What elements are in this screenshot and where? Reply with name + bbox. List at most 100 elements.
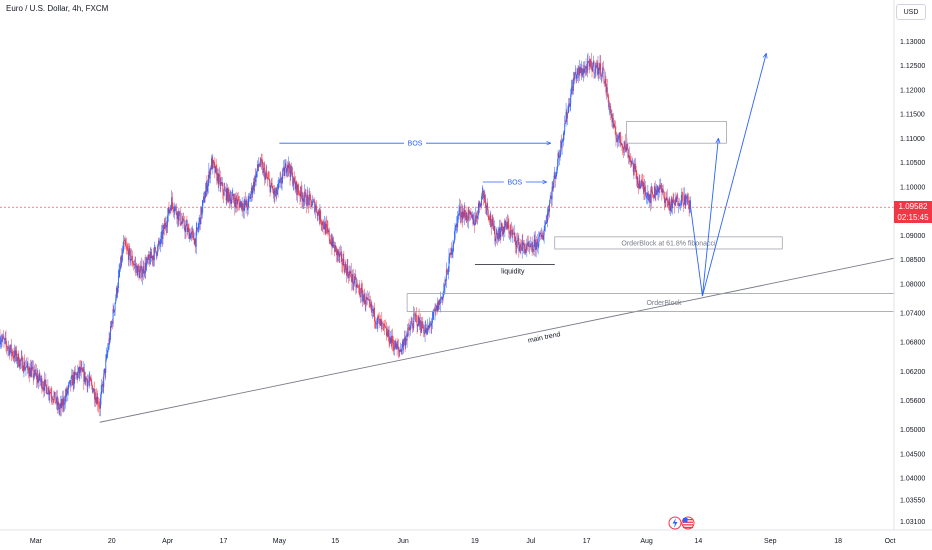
candle-body bbox=[143, 266, 145, 274]
candle-body bbox=[470, 212, 472, 215]
candle-body bbox=[248, 197, 250, 199]
candle-body bbox=[399, 351, 401, 353]
candle-body bbox=[262, 167, 264, 174]
candle-body bbox=[543, 235, 544, 240]
candle-body bbox=[244, 200, 246, 205]
candle-body bbox=[71, 374, 73, 378]
candle-body bbox=[475, 215, 477, 224]
candle-body bbox=[473, 219, 475, 224]
candle-body bbox=[172, 203, 174, 210]
flash-icon[interactable] bbox=[668, 516, 682, 530]
candle-body bbox=[304, 191, 306, 199]
candle-body bbox=[52, 397, 53, 400]
candle-body bbox=[96, 396, 97, 404]
time-tick-label: 15 bbox=[331, 538, 339, 545]
candle-body bbox=[351, 278, 353, 283]
currency-button[interactable]: USD bbox=[896, 4, 926, 20]
candle-body bbox=[94, 399, 96, 401]
candle-body bbox=[162, 230, 164, 239]
candle-body bbox=[283, 167, 285, 176]
orderblock-box bbox=[626, 120, 727, 144]
candle-body bbox=[410, 323, 412, 327]
candle-body bbox=[602, 67, 604, 70]
candle-body bbox=[556, 166, 558, 170]
candle-body bbox=[574, 73, 576, 80]
candle-body bbox=[38, 379, 40, 383]
time-tick-label: Sep bbox=[764, 538, 777, 545]
candle-body bbox=[432, 312, 434, 320]
event-icons[interactable] bbox=[668, 516, 700, 530]
candle-body bbox=[390, 337, 392, 343]
candle-body bbox=[554, 175, 556, 179]
candle-body bbox=[623, 147, 625, 150]
candle-body bbox=[674, 203, 675, 205]
candle-body bbox=[221, 183, 223, 185]
chart-title: Euro / U.S. Dollar, 4h, FXCM bbox=[6, 4, 109, 13]
candle-body bbox=[329, 239, 331, 242]
candle-body bbox=[142, 266, 144, 274]
candle-body bbox=[373, 307, 375, 313]
candle-body bbox=[662, 188, 663, 193]
candle-body bbox=[462, 211, 464, 220]
candle-body bbox=[671, 199, 673, 209]
candle-body bbox=[570, 94, 572, 104]
bos-label: BOS bbox=[507, 180, 522, 187]
candle-body bbox=[586, 68, 588, 73]
candle-body bbox=[74, 371, 75, 384]
candle-body bbox=[515, 244, 517, 248]
candle-body bbox=[324, 222, 326, 234]
candle-body bbox=[241, 201, 242, 210]
candle-body bbox=[170, 208, 172, 211]
candle-body bbox=[565, 111, 567, 124]
candle-body bbox=[612, 117, 614, 127]
candle-body bbox=[318, 214, 320, 220]
us-flag-icon[interactable] bbox=[681, 516, 695, 530]
candle-body bbox=[344, 268, 346, 273]
price-axis[interactable]: 1.135001.130001.125001.120001.115001.110… bbox=[893, 0, 932, 550]
candle-body bbox=[252, 182, 254, 191]
candle-body bbox=[676, 196, 678, 199]
price-tick-label: 1.07400 bbox=[900, 311, 925, 318]
candle-body bbox=[75, 373, 77, 375]
candle-body bbox=[463, 210, 465, 217]
candle-body bbox=[389, 342, 391, 344]
candle-body bbox=[21, 357, 23, 359]
candle-body bbox=[652, 191, 653, 195]
candle-body bbox=[372, 309, 374, 313]
candle-body bbox=[151, 256, 153, 260]
candle-body bbox=[527, 243, 528, 246]
candle-body bbox=[383, 323, 385, 325]
candle-body bbox=[353, 283, 355, 285]
candle-body bbox=[576, 74, 578, 79]
candle-body bbox=[612, 117, 614, 123]
candle-body bbox=[639, 180, 641, 189]
candle-body bbox=[105, 359, 107, 373]
candle-body bbox=[468, 210, 470, 212]
candle-body bbox=[687, 196, 689, 201]
candle-body bbox=[429, 324, 431, 325]
candle-body bbox=[567, 106, 569, 114]
candle-body bbox=[282, 169, 284, 177]
candle-body bbox=[617, 138, 619, 140]
candle-body bbox=[684, 195, 686, 206]
candle-body bbox=[68, 384, 69, 390]
candle-body bbox=[465, 212, 467, 220]
candle-body bbox=[159, 243, 161, 245]
candle-body bbox=[183, 219, 185, 229]
candle-body bbox=[4, 338, 6, 340]
candle-body bbox=[251, 187, 253, 195]
candle-body bbox=[397, 346, 399, 350]
candle-body bbox=[644, 187, 646, 192]
candle-body bbox=[289, 170, 291, 177]
candle-body bbox=[272, 188, 274, 191]
candle-body bbox=[233, 199, 235, 203]
candle-body bbox=[525, 249, 527, 250]
candle-body bbox=[66, 388, 68, 394]
candle-body bbox=[594, 72, 596, 74]
candle-body bbox=[384, 326, 386, 328]
candle-body bbox=[523, 242, 524, 245]
candle-body bbox=[526, 243, 528, 250]
candle-body bbox=[402, 341, 404, 347]
time-axis[interactable]: Mar 20 Apr 17 May 15 Jun 19 Jul 17 Aug 14 Sep 18 Oct bbox=[0, 529, 932, 545]
